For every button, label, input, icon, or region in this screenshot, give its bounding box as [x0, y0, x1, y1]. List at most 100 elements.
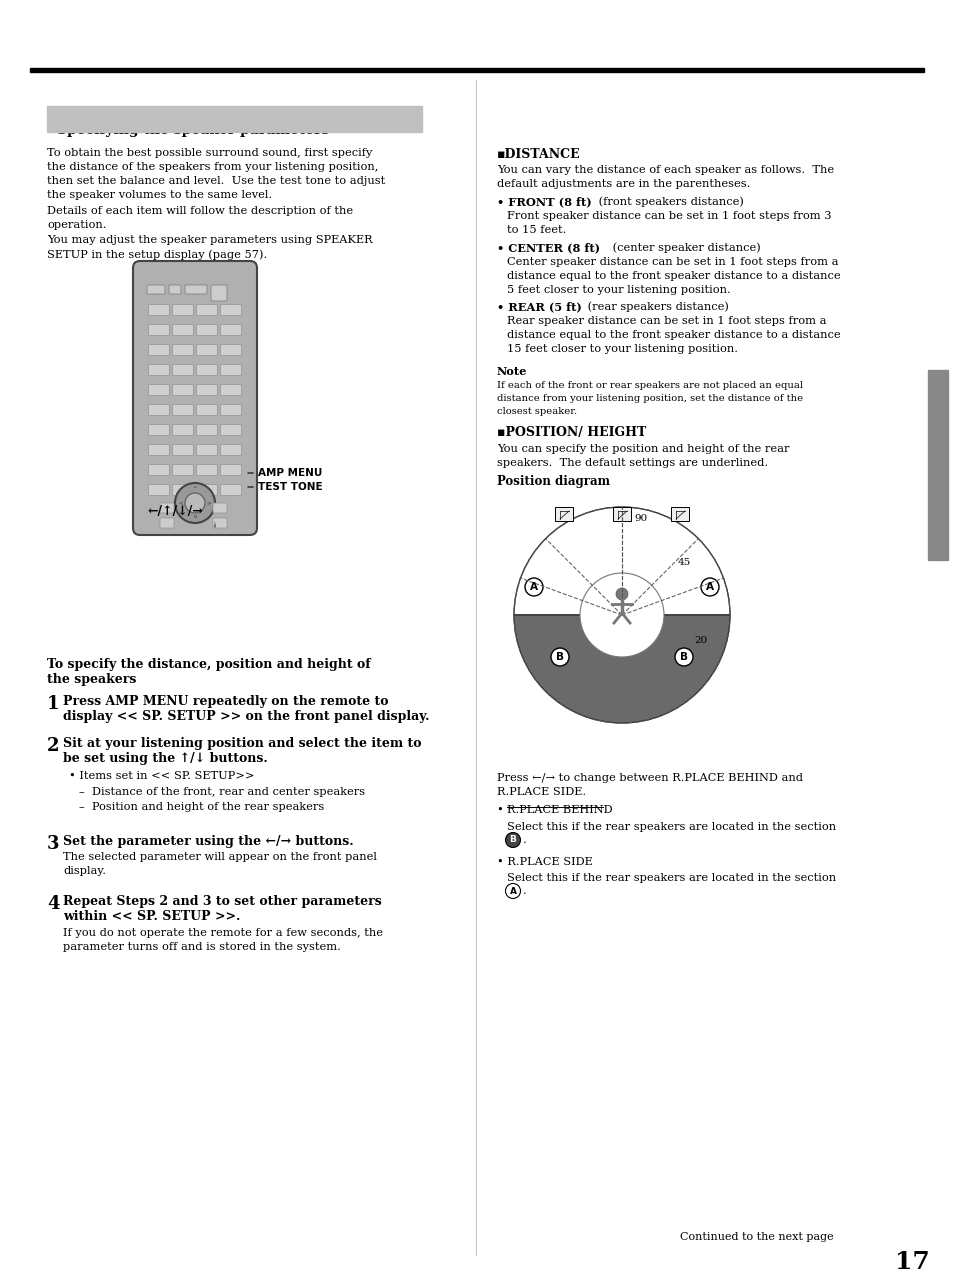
Text: •: •: [497, 805, 507, 815]
Text: Select this if the rear speakers are located in the section: Select this if the rear speakers are loc…: [506, 822, 835, 832]
Text: the speakers: the speakers: [47, 673, 136, 685]
Text: The selected parameter will appear on the front panel: The selected parameter will appear on th…: [63, 852, 376, 862]
Text: speakers.  The default settings are underlined.: speakers. The default settings are under…: [497, 457, 767, 468]
Text: v: v: [193, 515, 196, 520]
Bar: [670, 507, 688, 521]
Text: ←/↑/↓/→: ←/↑/↓/→: [148, 505, 204, 519]
Text: (rear speakers distance): (rear speakers distance): [583, 301, 728, 312]
Text: distance equal to the front speaker distance to a distance: distance equal to the front speaker dist…: [506, 271, 840, 282]
Text: Set the parameter using the ←/→ buttons.: Set the parameter using the ←/→ buttons.: [63, 834, 354, 848]
FancyBboxPatch shape: [147, 285, 165, 294]
Text: be set using the ↑/↓ buttons.: be set using the ↑/↓ buttons.: [63, 752, 268, 764]
Text: then set the balance and level.  Use the test tone to adjust: then set the balance and level. Use the …: [47, 176, 385, 186]
FancyBboxPatch shape: [220, 304, 241, 316]
Text: If each of the front or rear speakers are not placed an equal: If each of the front or rear speakers ar…: [497, 381, 802, 390]
Circle shape: [505, 883, 520, 898]
FancyBboxPatch shape: [149, 364, 170, 376]
Text: 15 feet closer to your listening position.: 15 feet closer to your listening positio…: [506, 344, 738, 354]
Circle shape: [700, 578, 719, 596]
FancyBboxPatch shape: [149, 465, 170, 475]
Circle shape: [174, 483, 214, 524]
FancyBboxPatch shape: [196, 445, 217, 456]
FancyBboxPatch shape: [220, 325, 241, 335]
Circle shape: [579, 573, 663, 657]
FancyBboxPatch shape: [149, 424, 170, 436]
Circle shape: [524, 578, 542, 596]
Text: to 15 feet.: to 15 feet.: [506, 225, 566, 234]
Text: within << SP. SETUP >>.: within << SP. SETUP >>.: [63, 910, 240, 922]
Text: R.PLACE SIDE.: R.PLACE SIDE.: [497, 787, 585, 798]
Bar: [927, 369, 947, 561]
Text: SETUP in the setup display (page 57).: SETUP in the setup display (page 57).: [47, 248, 267, 260]
Text: 45: 45: [678, 558, 691, 567]
FancyBboxPatch shape: [149, 344, 170, 355]
FancyBboxPatch shape: [220, 344, 241, 355]
FancyBboxPatch shape: [220, 385, 241, 395]
Text: Center speaker distance can be set in 1 foot steps from a: Center speaker distance can be set in 1 …: [506, 257, 838, 268]
FancyBboxPatch shape: [213, 519, 227, 527]
Circle shape: [616, 589, 627, 600]
Bar: [30, 68, 923, 73]
Text: TEST TONE: TEST TONE: [257, 482, 322, 492]
Text: default adjustments are in the parentheses.: default adjustments are in the parenthes…: [497, 180, 750, 189]
FancyBboxPatch shape: [172, 385, 193, 395]
Text: –  Distance of the front, rear and center speakers: – Distance of the front, rear and center…: [79, 787, 365, 798]
Text: You can vary the distance of each speaker as follows.  The: You can vary the distance of each speake…: [497, 166, 833, 175]
Text: (front speakers distance): (front speakers distance): [595, 196, 743, 206]
Text: 17: 17: [894, 1250, 929, 1274]
FancyBboxPatch shape: [149, 325, 170, 335]
Text: Getting Started: Getting Started: [932, 480, 942, 566]
Text: 3: 3: [47, 834, 59, 854]
FancyBboxPatch shape: [196, 325, 217, 335]
Text: the distance of the speakers from your listening position,: the distance of the speakers from your l…: [47, 162, 378, 172]
Text: Sit at your listening position and select the item to: Sit at your listening position and selec…: [63, 736, 421, 750]
FancyBboxPatch shape: [220, 364, 241, 376]
FancyBboxPatch shape: [196, 465, 217, 475]
FancyBboxPatch shape: [196, 304, 217, 316]
FancyBboxPatch shape: [220, 445, 241, 456]
FancyBboxPatch shape: [149, 385, 170, 395]
FancyBboxPatch shape: [196, 424, 217, 436]
Text: If you do not operate the remote for a few seconds, the: If you do not operate the remote for a f…: [63, 927, 382, 938]
FancyBboxPatch shape: [160, 519, 173, 527]
Text: <: <: [178, 501, 183, 506]
Text: 2: 2: [47, 736, 59, 755]
FancyBboxPatch shape: [149, 304, 170, 316]
Text: Repeat Steps 2 and 3 to set other parameters: Repeat Steps 2 and 3 to set other parame…: [63, 896, 381, 908]
Text: 20: 20: [693, 636, 706, 645]
Text: .: .: [522, 834, 526, 845]
Text: distance equal to the front speaker distance to a distance: distance equal to the front speaker dist…: [506, 330, 840, 340]
Text: 5 feet closer to your listening position.: 5 feet closer to your listening position…: [506, 285, 730, 296]
Text: distance from your listening position, set the distance of the: distance from your listening position, s…: [497, 394, 802, 403]
Text: Front speaker distance can be set in 1 foot steps from 3: Front speaker distance can be set in 1 f…: [506, 211, 831, 220]
FancyBboxPatch shape: [149, 484, 170, 496]
Text: • FRONT (8 ft): • FRONT (8 ft): [497, 196, 591, 206]
FancyBboxPatch shape: [220, 465, 241, 475]
Text: (center speaker distance): (center speaker distance): [608, 242, 760, 252]
Text: Details of each item will follow the description of the: Details of each item will follow the des…: [47, 206, 353, 217]
Text: B: B: [679, 652, 687, 662]
FancyBboxPatch shape: [220, 424, 241, 436]
FancyBboxPatch shape: [160, 503, 173, 513]
FancyBboxPatch shape: [172, 405, 193, 415]
Text: To obtain the best possible surround sound, first specify: To obtain the best possible surround sou…: [47, 148, 372, 158]
FancyBboxPatch shape: [172, 344, 193, 355]
FancyBboxPatch shape: [196, 364, 217, 376]
Text: –  Position and height of the rear speakers: – Position and height of the rear speake…: [79, 803, 324, 812]
FancyBboxPatch shape: [211, 285, 227, 301]
FancyBboxPatch shape: [172, 364, 193, 376]
Text: .: .: [522, 885, 526, 896]
FancyBboxPatch shape: [220, 484, 241, 496]
FancyBboxPatch shape: [149, 445, 170, 456]
FancyBboxPatch shape: [196, 344, 217, 355]
Text: display << SP. SETUP >> on the front panel display.: display << SP. SETUP >> on the front pan…: [63, 710, 429, 724]
Text: B: B: [556, 652, 563, 662]
FancyBboxPatch shape: [213, 503, 227, 513]
FancyBboxPatch shape: [149, 405, 170, 415]
Text: ^: ^: [193, 487, 197, 492]
Text: A: A: [705, 582, 713, 592]
Circle shape: [185, 493, 205, 513]
Text: the speaker volumes to the same level.: the speaker volumes to the same level.: [47, 190, 272, 200]
FancyBboxPatch shape: [132, 261, 256, 535]
Text: operation.: operation.: [47, 220, 107, 231]
